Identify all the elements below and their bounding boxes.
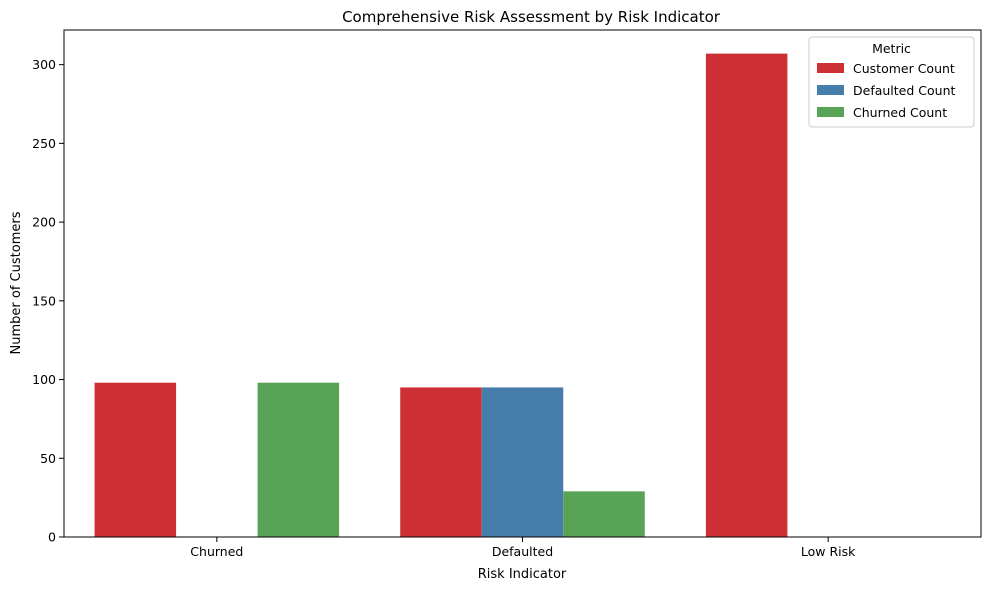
legend: Metric Customer Count Defaulted Count Churn… — [808, 36, 975, 128]
bar — [257, 382, 340, 537]
y-tick-label: 0 — [48, 530, 56, 545]
legend-entry-label: Defaulted Count — [853, 83, 955, 98]
legend-swatch — [817, 63, 844, 73]
legend-box — [808, 36, 975, 128]
x-axis: Churned Defaulted Low Risk — [190, 537, 856, 559]
y-axis-label: Number of Customers — [9, 211, 24, 354]
y-tick-label: 150 — [32, 293, 56, 308]
x-tick-label: Defaulted — [492, 544, 553, 559]
y-tick-label: 250 — [32, 136, 56, 151]
x-axis-label: Risk Indicator — [478, 567, 567, 582]
y-tick-label: 200 — [32, 215, 56, 230]
bar — [94, 382, 177, 537]
bar — [481, 387, 564, 537]
bar — [563, 491, 645, 537]
legend-entry-label: Customer Count — [853, 61, 955, 76]
chart-title: Comprehensive Risk Assessment by Risk In… — [342, 8, 721, 26]
legend-title: Metric — [872, 41, 911, 56]
bar — [705, 53, 788, 537]
x-tick-label: Churned — [190, 544, 243, 559]
y-tick-label: 50 — [40, 451, 56, 466]
x-tick-label: Low Risk — [801, 544, 856, 559]
y-axis: 0 50 100 150 200 250 300 — [32, 57, 64, 545]
y-tick-label: 300 — [32, 57, 56, 72]
bar — [400, 387, 482, 537]
bars-layer — [94, 53, 788, 537]
legend-swatch — [817, 85, 844, 95]
legend-entry-label: Churned Count — [853, 105, 947, 120]
y-tick-label: 100 — [32, 372, 56, 387]
legend-swatch — [817, 107, 844, 117]
